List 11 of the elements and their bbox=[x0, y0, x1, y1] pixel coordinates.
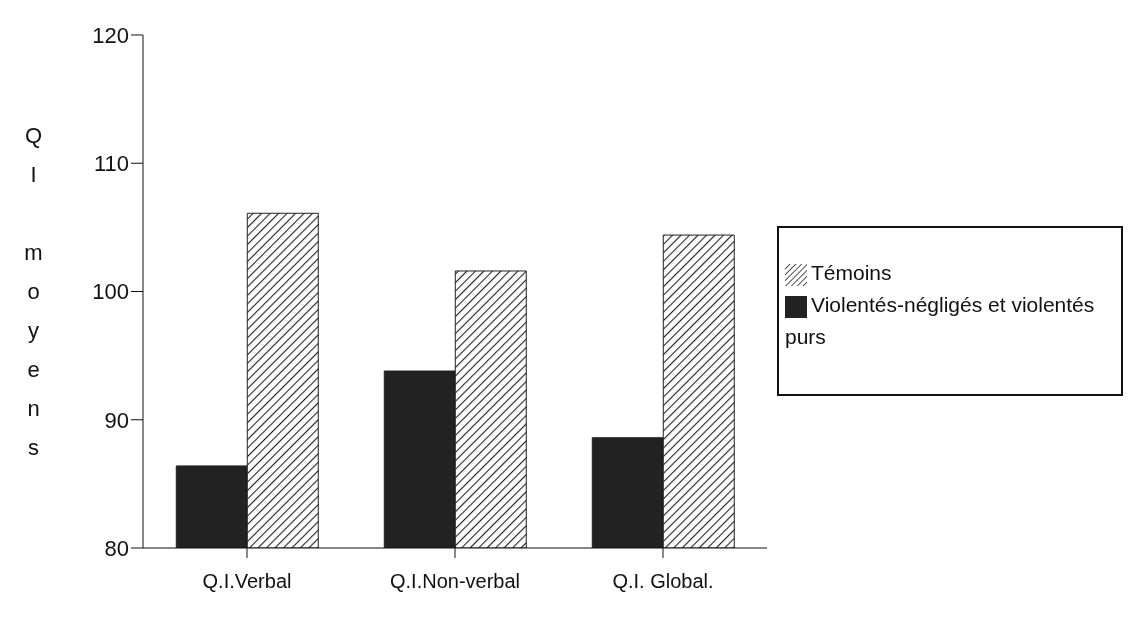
x-tick-label: Q.I.Verbal bbox=[202, 570, 292, 593]
y-tick-label: 80 bbox=[104, 535, 129, 561]
legend-label: Violentés-négligés et violentés purs bbox=[785, 292, 1095, 348]
y-tick-label: 90 bbox=[104, 407, 129, 433]
y-tick-label: 110 bbox=[93, 151, 129, 177]
legend-label: Témoins bbox=[811, 260, 892, 284]
y-tick-label: 100 bbox=[92, 279, 129, 305]
x-tick-label: Q.I. Global. bbox=[612, 570, 714, 593]
y-tick-label: 120 bbox=[92, 22, 129, 48]
y-axis-title: QI moyens bbox=[20, 123, 46, 474]
x-tick-label: Q.I.Non-verbal bbox=[389, 570, 521, 593]
